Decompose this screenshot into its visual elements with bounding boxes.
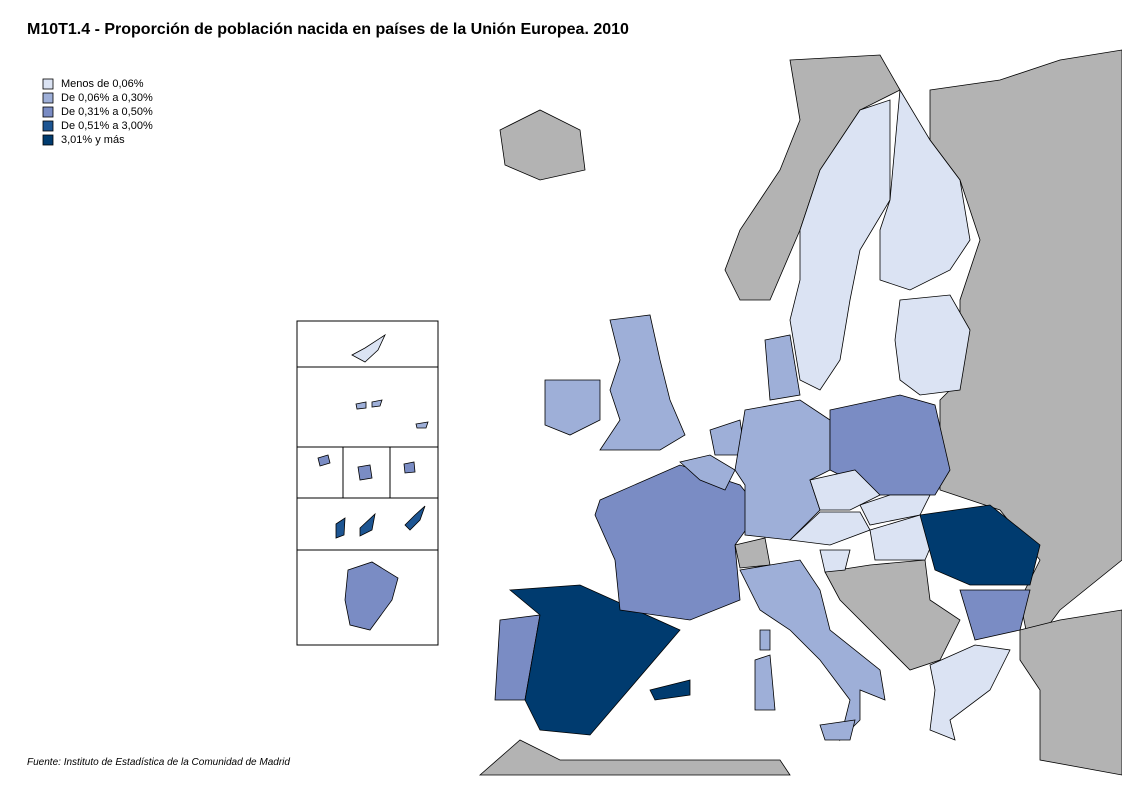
insets	[296, 320, 439, 646]
iceland	[499, 109, 586, 181]
title: M10T1.4 - Proporción de población nacida…	[27, 21, 629, 38]
legend-label: De 0,51% a 3,00%	[61, 120, 153, 132]
bulgaria	[959, 589, 1031, 641]
azores	[355, 401, 367, 410]
belgium	[679, 454, 736, 491]
cyprus	[351, 333, 386, 363]
denmark	[764, 334, 801, 401]
canary-islands	[404, 505, 426, 531]
romania	[919, 504, 1041, 586]
french-guiana	[344, 561, 399, 631]
canary-islands	[359, 512, 376, 537]
slovakia	[859, 494, 931, 526]
united-kingdom	[599, 314, 686, 451]
africa	[478, 739, 791, 776]
finland	[879, 88, 971, 291]
legend: Menos de 0,06% De 0,06% a 0,30% De 0,31% a…	[42, 78, 153, 146]
canary-islands	[335, 517, 346, 539]
greece	[929, 644, 1011, 741]
source: Fuente: Instituto de Estadística de la C…	[27, 757, 290, 768]
slovenia	[819, 549, 851, 573]
france	[594, 464, 761, 621]
legend-label: De 0,06% a 0,30%	[61, 92, 153, 104]
sardinia	[754, 654, 776, 711]
legend-swatch	[42, 120, 54, 132]
legend-label: Menos de 0,06%	[61, 78, 144, 90]
azores	[371, 399, 383, 408]
spain	[508, 584, 681, 736]
reunion	[403, 461, 416, 474]
ireland	[544, 379, 601, 436]
martinique	[357, 464, 373, 481]
legend-swatch	[42, 78, 54, 90]
legend-label: 3,01% y más	[61, 134, 125, 146]
italy	[739, 559, 886, 742]
sicily	[819, 719, 856, 741]
balearics	[649, 679, 691, 701]
legend-swatch	[42, 92, 54, 104]
map	[478, 49, 1122, 776]
guadeloupe	[317, 454, 331, 467]
austria	[789, 511, 871, 546]
corsica	[759, 629, 771, 651]
legend-swatch	[42, 106, 54, 118]
legend-swatch	[42, 134, 54, 146]
legend-label: De 0,31% a 0,50%	[61, 106, 153, 118]
balkans	[824, 559, 961, 671]
czechia	[809, 469, 881, 511]
sweden	[789, 99, 891, 391]
baltics	[894, 294, 971, 396]
madeira	[415, 421, 429, 429]
turkey	[1019, 609, 1122, 776]
switzerland	[734, 537, 771, 569]
